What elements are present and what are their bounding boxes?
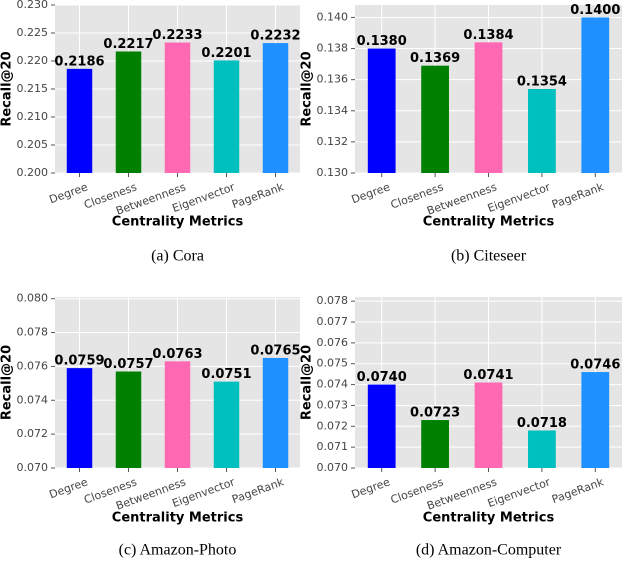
bar bbox=[164, 42, 191, 173]
y-axis-label: Recall@20 bbox=[300, 51, 315, 126]
value-label: 0.0759 bbox=[54, 354, 104, 369]
y-tick-label: 0.078 bbox=[17, 326, 49, 339]
y-tick-label: 0.080 bbox=[17, 292, 49, 305]
value-label: 0.0763 bbox=[152, 347, 202, 362]
value-label: 0.1400 bbox=[570, 3, 620, 18]
bar bbox=[262, 43, 289, 173]
x-tick-label: PageRank bbox=[550, 475, 606, 506]
bar bbox=[115, 51, 142, 174]
x-axis-label: Centrality Metrics bbox=[423, 511, 555, 526]
y-tick-label: 0.070 bbox=[17, 461, 49, 474]
x-tick-label: Degree bbox=[350, 180, 392, 206]
value-label: 0.0741 bbox=[463, 368, 513, 383]
y-tick-label: 0.130 bbox=[317, 166, 349, 179]
x-tick-label: Degree bbox=[350, 475, 392, 501]
value-label: 0.0718 bbox=[517, 416, 567, 431]
bar bbox=[213, 60, 240, 173]
caption: (a) Cora bbox=[151, 248, 204, 265]
y-tick-label: 0.230 bbox=[17, 0, 49, 11]
bar bbox=[474, 382, 503, 468]
value-label: 0.2201 bbox=[201, 46, 251, 61]
bar bbox=[528, 430, 556, 468]
bar bbox=[115, 371, 142, 468]
value-label: 0.1369 bbox=[410, 51, 460, 66]
bar bbox=[367, 384, 396, 468]
y-tick-label: 0.225 bbox=[17, 26, 49, 39]
y-tick-label: 0.075 bbox=[317, 357, 349, 370]
value-label: 0.0757 bbox=[103, 357, 153, 372]
y-axis-label: Recall@20 bbox=[300, 345, 315, 420]
bar bbox=[367, 48, 396, 173]
y-tick-label: 0.078 bbox=[317, 294, 349, 307]
bar bbox=[66, 368, 93, 468]
bar bbox=[421, 65, 449, 173]
y-tick-label: 0.220 bbox=[17, 54, 49, 67]
x-axis-label: Centrality Metrics bbox=[112, 215, 244, 230]
caption: (b) Citeseer bbox=[451, 248, 527, 265]
y-tick-label: 0.074 bbox=[317, 378, 349, 391]
y-tick-label: 0.070 bbox=[317, 461, 349, 474]
y-tick-label: 0.200 bbox=[17, 166, 49, 179]
value-label: 0.1380 bbox=[357, 34, 407, 49]
y-tick-label: 0.077 bbox=[317, 315, 349, 328]
x-axis-label: Centrality Metrics bbox=[112, 511, 244, 526]
x-tick-label: PageRank bbox=[550, 180, 606, 211]
value-label: 0.2217 bbox=[103, 37, 153, 52]
value-label: 0.0746 bbox=[570, 358, 620, 373]
bar bbox=[66, 68, 93, 173]
y-tick-label: 0.073 bbox=[317, 398, 349, 411]
y-tick-label: 0.215 bbox=[17, 82, 49, 95]
y-tick-label: 0.072 bbox=[17, 427, 49, 440]
value-label: 0.0740 bbox=[357, 370, 407, 385]
y-tick-label: 0.076 bbox=[17, 359, 49, 372]
x-tick-label: PageRank bbox=[230, 475, 286, 506]
y-tick-label: 0.071 bbox=[317, 440, 349, 453]
bar bbox=[213, 381, 240, 468]
x-axis-label: Centrality Metrics bbox=[423, 215, 555, 230]
bar bbox=[164, 361, 191, 468]
value-label: 0.0751 bbox=[201, 367, 251, 382]
bar bbox=[421, 420, 449, 468]
bar bbox=[528, 89, 556, 173]
y-tick-label: 0.136 bbox=[317, 73, 349, 86]
value-label: 0.1384 bbox=[463, 28, 513, 43]
y-tick-label: 0.072 bbox=[317, 419, 349, 432]
value-label: 0.0723 bbox=[410, 406, 460, 421]
y-tick-label: 0.205 bbox=[17, 138, 49, 151]
value-label: 0.2233 bbox=[152, 28, 202, 43]
bar bbox=[581, 372, 610, 468]
y-tick-label: 0.132 bbox=[317, 135, 349, 148]
caption: (d) Amazon-Computer bbox=[416, 542, 562, 559]
x-tick-label: PageRank bbox=[230, 180, 286, 211]
y-tick-label: 0.076 bbox=[317, 336, 349, 349]
y-tick-label: 0.134 bbox=[317, 104, 349, 117]
y-tick-label: 0.210 bbox=[17, 110, 49, 123]
value-label: 0.1354 bbox=[517, 75, 567, 90]
y-axis-label: Recall@20 bbox=[0, 345, 15, 420]
bar bbox=[474, 42, 503, 174]
caption: (c) Amazon-Photo bbox=[119, 542, 237, 559]
bar bbox=[262, 357, 289, 468]
value-label: 0.2186 bbox=[54, 54, 104, 69]
y-tick-label: 0.140 bbox=[317, 10, 349, 23]
bar bbox=[581, 17, 610, 174]
y-axis-label: Recall@20 bbox=[0, 51, 15, 126]
y-tick-label: 0.138 bbox=[317, 42, 349, 55]
value-label: 0.2232 bbox=[250, 29, 300, 44]
value-label: 0.0765 bbox=[250, 343, 300, 358]
y-tick-label: 0.074 bbox=[17, 393, 49, 406]
